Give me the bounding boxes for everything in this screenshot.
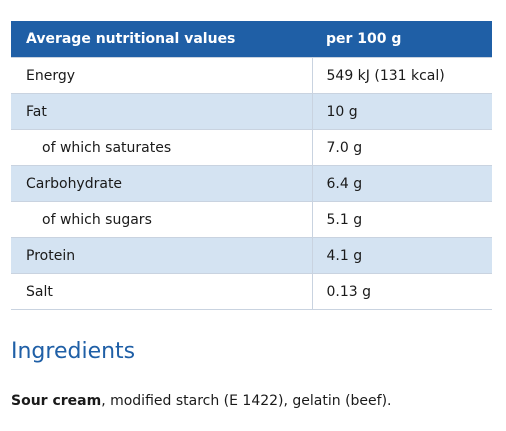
nutrient-label: Energy bbox=[11, 57, 313, 94]
table-row: Salt 0.13 g bbox=[11, 273, 492, 310]
ingredients-rest: , modified starch (E 1422), gelatin (bee… bbox=[101, 393, 392, 409]
nutrient-label: Fat bbox=[11, 93, 313, 130]
header-nutrient: Average nutritional values bbox=[11, 21, 312, 58]
nutrient-value: 0.13 g bbox=[312, 273, 492, 310]
ingredients-main: Sour cream bbox=[11, 393, 102, 409]
nutrient-label: Salt bbox=[11, 273, 313, 310]
table-row: Fat 10 g bbox=[11, 93, 492, 130]
table-row: of which sugars 5.1 g bbox=[11, 201, 492, 238]
table-header-row: Average nutritional values per 100 g bbox=[11, 21, 492, 58]
header-per-100g: per 100 g bbox=[312, 21, 492, 58]
ingredients-heading: Ingredients bbox=[11, 339, 136, 364]
table-row: Energy 549 kJ (131 kcal) bbox=[11, 57, 492, 94]
table-row: Carbohydrate 6.4 g bbox=[11, 165, 492, 202]
nutrient-value: 6.4 g bbox=[312, 165, 492, 202]
ingredients-text: Sour cream, modified starch (E 1422), ge… bbox=[11, 393, 392, 409]
nutrient-sublabel: of which sugars bbox=[11, 201, 313, 238]
nutrient-value: 4.1 g bbox=[312, 237, 492, 274]
nutrient-label: Protein bbox=[11, 237, 313, 274]
nutrient-sublabel: of which saturates bbox=[11, 129, 313, 166]
table-row: of which saturates 7.0 g bbox=[11, 129, 492, 166]
nutrition-table: Average nutritional values per 100 g Ene… bbox=[11, 21, 492, 310]
nutrient-label: Carbohydrate bbox=[11, 165, 313, 202]
nutrient-value: 10 g bbox=[312, 93, 492, 130]
nutrient-value: 7.0 g bbox=[312, 129, 492, 166]
table-row: Protein 4.1 g bbox=[11, 237, 492, 274]
nutrient-value: 5.1 g bbox=[312, 201, 492, 238]
nutrient-value: 549 kJ (131 kcal) bbox=[312, 57, 492, 94]
